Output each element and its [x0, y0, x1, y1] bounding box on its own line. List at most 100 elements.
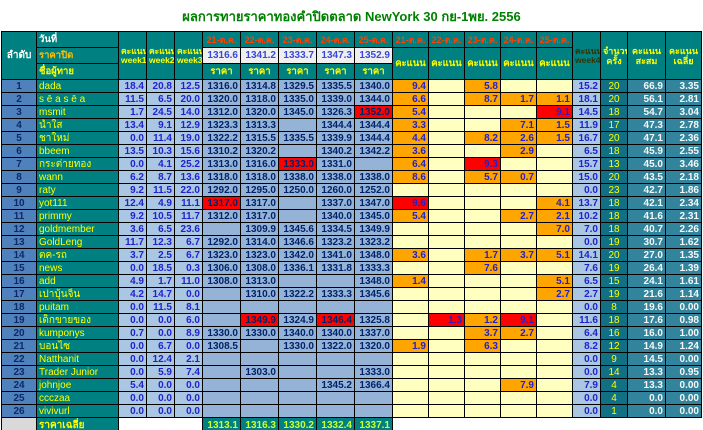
price-cell: 1292.0: [202, 235, 241, 249]
table-row: 17 เปาบุ้นจิ้น 4.2 14.7 0.0 1310.0 1322.2 1333.…: [1, 287, 702, 301]
average-score-cell: 2.55: [665, 144, 702, 158]
day-score-cell: 2.7: [500, 209, 537, 223]
week3-score-cell: 8.1: [174, 300, 203, 314]
price-cell: 1345.6: [278, 222, 317, 236]
count-cell: 18: [600, 196, 628, 210]
price-cell: 1348.0: [354, 274, 393, 288]
week2-score-cell: 0.0: [146, 313, 175, 327]
count-cell: 14: [600, 365, 628, 379]
day-score-cell: 2.6: [500, 131, 537, 145]
day-score-cell: 1.3: [428, 313, 465, 327]
average-score-cell: 2.18: [665, 170, 702, 184]
week4-score-cell: 11.6: [572, 313, 601, 327]
week1-score-cell: 18.4: [118, 79, 147, 93]
price-cell: 1316.0: [202, 79, 241, 93]
day-score-cell: 5.4: [392, 209, 429, 223]
price-cell: 1334.5: [316, 222, 355, 236]
day-score-cell: 6.4: [392, 157, 429, 171]
week4-score-cell: 18.1: [572, 92, 601, 106]
price-cell: 1306.0: [202, 261, 241, 275]
player-name-cell: wann: [36, 170, 119, 184]
price-cell: [202, 378, 241, 392]
count-cell: 17: [600, 118, 628, 132]
day-score-cell: [500, 287, 537, 301]
week1-score-cell: 5.4: [118, 378, 147, 392]
day-score-cell: [464, 196, 501, 210]
price-cell: 1352.0: [354, 105, 393, 119]
day-score-cell: [392, 222, 429, 236]
day-score-cell: [428, 144, 465, 158]
col-header-count: จำนวนครั้ง: [600, 31, 628, 80]
week3-score-cell: 25.2: [174, 157, 203, 171]
header-row-2: ราคาปิด 1316.6 1341.2 1333.7 1347.3 1352…: [2, 47, 702, 80]
week3-score-cell: 8.9: [174, 326, 203, 340]
total-score-cell: 45.0: [627, 157, 666, 171]
day-score-cell: 5.4: [392, 105, 429, 119]
week4-score-cell: 16.7: [572, 131, 601, 145]
player-name-cell: yot111: [36, 196, 119, 210]
week1-score-cell: 0.0: [118, 313, 147, 327]
player-name-cell: ccczaa: [36, 391, 119, 405]
table-row: 1 dada 18.4 20.8 12.5 1316.0 1314.8 1329.5 1335.…: [1, 79, 702, 93]
price-cell: [202, 300, 241, 314]
count-word-1: จำนวน: [603, 45, 627, 56]
rank-cell: 25: [1, 391, 37, 405]
price-cell: [354, 391, 393, 405]
week1-score-cell: 9.2: [118, 209, 147, 223]
day-score-cell: [536, 404, 573, 418]
day-score-cell: 1.1: [536, 92, 573, 106]
day-score-cell: [392, 378, 429, 392]
day-score-cell: [500, 105, 537, 119]
week3-score-cell: 7.4: [174, 365, 203, 379]
week1-score-cell: 0.0: [118, 339, 147, 353]
col-header-name: ชื่อผู้ทาย: [36, 63, 119, 80]
price-cell: 1323.2: [316, 235, 355, 249]
score-subheader-3: คะแนน: [464, 47, 501, 80]
count-cell: 19: [600, 235, 628, 249]
close-price-5: 1352.9: [354, 47, 393, 64]
week2-score-cell: 2.5: [146, 248, 175, 262]
day-score-cell: 2.7: [500, 326, 537, 340]
page-title: ผลการทายราคาทองคำปิดตลาด NewYork 30 กย-1…: [182, 9, 521, 24]
day-score-cell: [536, 144, 573, 158]
table-row: 19 เด็กขายของ 0.0 0.0 6.0 1349.9 1324.9 1346.4 1…: [1, 313, 702, 327]
price-cell: [316, 404, 355, 418]
week1-score-cell: 6.2: [118, 170, 147, 184]
day-score-cell: 6.6: [392, 92, 429, 106]
price-cell: 1341.0: [316, 248, 355, 262]
price-cell: 1317.0: [202, 196, 241, 210]
week1-score-cell: 4.9: [118, 274, 147, 288]
table-row: 22 Natthanit 0.0 12.4 2.1 0.0 9 14.5 0.00: [1, 352, 702, 366]
rank-cell: 17: [1, 287, 37, 301]
price-cell: 1344.4: [316, 118, 355, 132]
week1-score-cell: 4.2: [118, 287, 147, 301]
week3-score-cell: 0.3: [174, 261, 203, 275]
footer-blank-cell: [1, 417, 37, 430]
player-name-cell: บอนไซ: [36, 339, 119, 353]
day-score-cell: [428, 352, 465, 366]
week4-score-cell: 13.7: [572, 196, 601, 210]
price-cell: [202, 365, 241, 379]
price-cell: 1330.0: [240, 326, 279, 340]
score-day-header-2: 22-ต.ค.: [428, 31, 465, 48]
week1-score-cell: 3.7: [118, 248, 147, 262]
day-score-cell: [392, 326, 429, 340]
price-cell: 1308.0: [202, 274, 241, 288]
week4-score-cell: 0.0: [572, 183, 601, 197]
average-score-cell: 2.26: [665, 222, 702, 236]
day-score-cell: 9.3: [464, 157, 501, 171]
week4-score-cell: 6.4: [572, 326, 601, 340]
rank-cell: 6: [1, 144, 37, 158]
total-score-cell: 17.6: [627, 313, 666, 327]
rank-cell: 24: [1, 378, 37, 392]
player-name-cell: goldmember: [36, 222, 119, 236]
price-cell: 1340.0: [354, 79, 393, 93]
table-row: 3 msmit 1.7 24.5 14.0 1312.0 1320.0 1345.0 1326.…: [1, 105, 702, 119]
rank-cell: 13: [1, 235, 37, 249]
week4-score-cell: 15.2: [572, 79, 601, 93]
price-cell: 1333.0: [354, 365, 393, 379]
week3-score-cell: 12.9: [174, 118, 203, 132]
score-day-header-4: 24-ต.ค.: [500, 31, 537, 48]
table-row: 25 ccczaa 0.0 0.0 0.0 0.0 4 0.0 0.00: [1, 391, 702, 405]
col-header-week3: คะแนน week3: [174, 31, 203, 80]
